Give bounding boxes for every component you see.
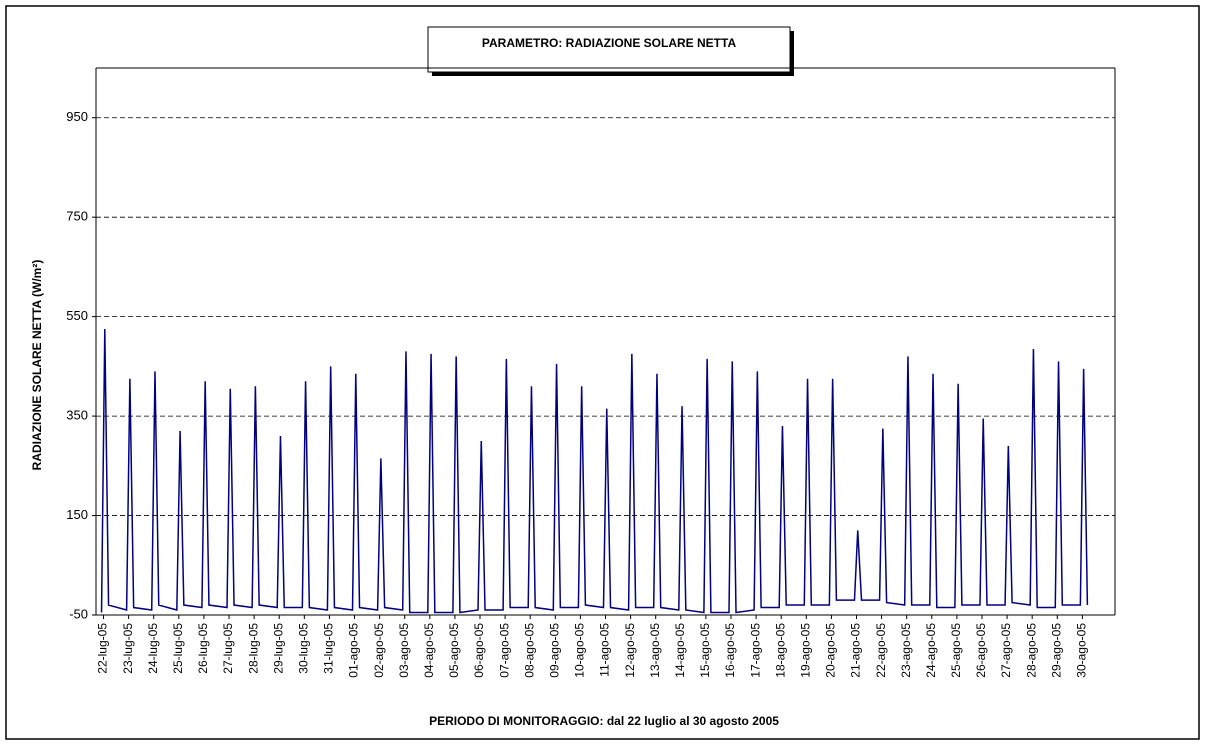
- x-tick-label: 19-ago-05: [798, 623, 812, 678]
- chart-frame: [5, 5, 1200, 740]
- x-tick-label: 22-ago-05: [874, 623, 888, 678]
- x-tick-label: 09-ago-05: [547, 623, 561, 678]
- x-tick-label: 15-ago-05: [698, 623, 712, 678]
- x-tick-label: 25-ago-05: [949, 623, 963, 678]
- x-tick-label: 18-ago-05: [773, 623, 787, 678]
- title-box: [427, 26, 791, 73]
- y-axis-title: RADIAZIONE SOLARE NETTA (W/m²): [30, 260, 44, 471]
- x-tick-label: 13-ago-05: [648, 623, 662, 678]
- x-tick-label: 08-ago-05: [522, 623, 536, 678]
- y-tick-label: 350: [66, 408, 88, 423]
- x-tick-label: 06-ago-05: [472, 623, 486, 678]
- x-tick-label: 11-ago-05: [598, 623, 612, 677]
- x-tick-label: 30-ago-05: [1075, 623, 1089, 678]
- x-tick-label: 07-ago-05: [497, 623, 511, 678]
- x-tick-label: 17-ago-05: [748, 623, 762, 678]
- x-tick-label: 28-lug-05: [246, 623, 260, 674]
- x-axis-title: PERIODO DI MONITORAGGIO: dal 22 luglio a…: [429, 714, 779, 728]
- x-tick-label: 16-ago-05: [723, 623, 737, 678]
- x-tick-label: 24-lug-05: [146, 623, 160, 674]
- x-tick-label: 28-ago-05: [1024, 623, 1038, 678]
- y-tick-label: 950: [66, 109, 88, 124]
- x-tick-label: 30-lug-05: [296, 623, 310, 674]
- x-tick-label: 20-ago-05: [824, 623, 838, 678]
- x-tick-label: 22-lug-05: [96, 623, 110, 674]
- x-tick-label: 25-lug-05: [171, 623, 185, 674]
- x-tick-label: 29-lug-05: [271, 623, 285, 674]
- x-tick-label: 04-ago-05: [422, 623, 436, 678]
- x-tick-label: 14-ago-05: [673, 623, 687, 678]
- x-tick-label: 02-ago-05: [372, 623, 386, 678]
- x-tick-label: 29-ago-05: [1049, 623, 1063, 678]
- x-tick-label: 03-ago-05: [397, 623, 411, 678]
- y-tick-label: 550: [66, 308, 88, 323]
- x-tick-label: 05-ago-05: [447, 623, 461, 678]
- x-tick-label: 31-lug-05: [322, 623, 336, 674]
- x-tick-label: 23-lug-05: [121, 623, 135, 674]
- data-line: [100, 329, 1089, 614]
- x-tick-label: 27-lug-05: [221, 623, 235, 674]
- x-tick-label: 01-ago-05: [347, 623, 361, 678]
- chart-title: PARAMETRO: RADIAZIONE SOLARE NETTA: [482, 36, 737, 50]
- x-tick-label: 23-ago-05: [899, 623, 913, 678]
- x-tick-label: 21-ago-05: [849, 623, 863, 678]
- y-tick-label: 150: [66, 507, 88, 522]
- x-tick-label: 24-ago-05: [924, 623, 938, 678]
- x-tick-label: 26-ago-05: [974, 623, 988, 678]
- x-tick-label: 12-ago-05: [623, 623, 637, 678]
- x-tick-label: 26-lug-05: [196, 623, 210, 674]
- y-tick-label: 750: [66, 209, 88, 224]
- x-tick-label: 10-ago-05: [573, 623, 587, 678]
- y-tick-label: -50: [69, 606, 88, 621]
- x-tick-label: 27-ago-05: [999, 623, 1013, 678]
